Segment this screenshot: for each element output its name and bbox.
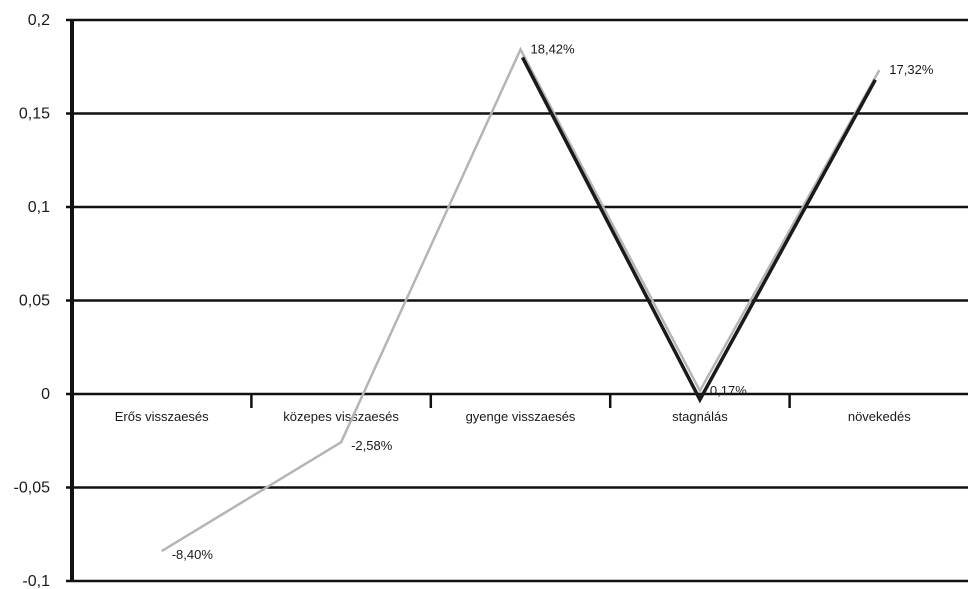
- y-tick-label: 0,15: [19, 106, 50, 123]
- y-tick-label: -0,05: [14, 480, 51, 497]
- y-tick-label: 0,1: [28, 199, 50, 216]
- data-labels: -8,40% -2,58% 18,42% 0,17% 17,32%: [172, 42, 934, 563]
- data-label: -2,58%: [351, 438, 393, 453]
- category-label: közepes visszaesés: [283, 409, 399, 424]
- category-labels: Erős visszaesés közepes visszaesés gyenge …: [115, 409, 911, 424]
- y-tick-label: -0,1: [22, 573, 50, 589]
- series-lines: [161, 46, 881, 553]
- category-label: Erős visszaesés: [115, 409, 209, 424]
- series-line: [520, 56, 877, 404]
- data-label: 17,32%: [889, 62, 934, 77]
- category-label: gyenge visszaesés: [466, 409, 576, 424]
- category-label: növekedés: [848, 409, 911, 424]
- gridlines: [66, 18, 968, 583]
- axes: [70, 20, 791, 581]
- y-tick-label: 0,2: [28, 12, 50, 29]
- y-tick-labels: 0,2 0,15 0,1 0,05 0 -0,05 -0,1: [14, 12, 51, 589]
- data-label: -8,40%: [172, 547, 214, 562]
- y-tick-label: 0,05: [19, 293, 50, 310]
- data-label: 18,42%: [531, 42, 576, 57]
- y-tick-label: 0: [41, 386, 50, 403]
- data-label: 0,17%: [710, 383, 747, 398]
- category-label: stagnálás: [672, 409, 728, 424]
